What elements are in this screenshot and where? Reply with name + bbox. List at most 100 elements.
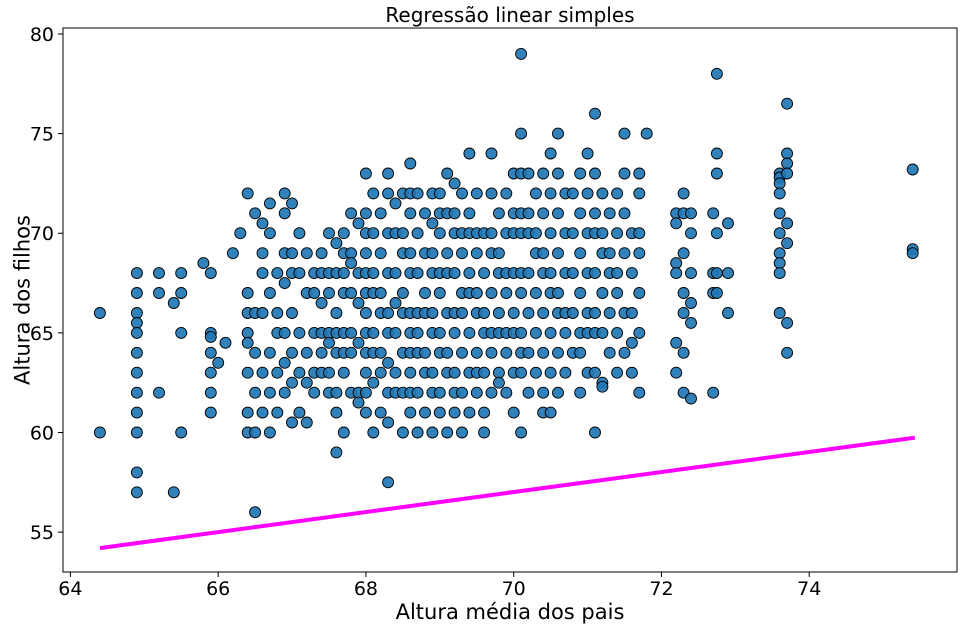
data-point [633, 187, 646, 200]
data-point [478, 307, 491, 319]
data-point [293, 406, 306, 419]
data-point [707, 386, 720, 399]
data-point [596, 287, 609, 299]
data-point [175, 326, 188, 339]
data-point [330, 307, 343, 319]
data-point [529, 326, 542, 339]
data-point [130, 287, 143, 299]
data-point [241, 187, 254, 200]
data-point [603, 207, 616, 220]
data-point [456, 187, 468, 200]
data-point [574, 287, 587, 299]
data-point [278, 277, 291, 290]
data-point [710, 147, 723, 160]
data-point [611, 326, 624, 339]
data-point [323, 336, 335, 349]
data-point [773, 187, 786, 200]
data-point [537, 386, 550, 399]
data-point [286, 247, 298, 260]
data-point [419, 346, 431, 359]
scatter-points [93, 47, 919, 519]
data-point [374, 366, 387, 379]
data-point [544, 147, 557, 160]
data-point [433, 326, 446, 339]
data-point [485, 187, 498, 200]
data-point [411, 267, 424, 280]
data-point [256, 217, 269, 230]
data-point [529, 287, 542, 299]
data-point [677, 346, 690, 359]
data-point [433, 406, 446, 419]
data-point [552, 247, 564, 260]
data-point [781, 167, 794, 180]
data-point [781, 316, 794, 329]
data-point [130, 386, 143, 399]
data-point [130, 316, 143, 329]
data-point [722, 217, 734, 230]
data-point [389, 297, 402, 309]
data-point [367, 326, 380, 339]
data-point [611, 267, 624, 280]
data-point [470, 247, 483, 260]
data-point [404, 366, 417, 379]
data-point [293, 366, 306, 379]
data-point [589, 207, 601, 220]
data-point [552, 127, 564, 140]
data-point [337, 426, 350, 439]
data-point [906, 247, 919, 260]
data-point [589, 107, 601, 120]
y-tick-label: 75 [30, 124, 54, 146]
data-point [330, 386, 343, 399]
data-point [419, 207, 431, 220]
data-point [492, 207, 505, 220]
data-point [404, 247, 417, 260]
data-point [722, 267, 734, 280]
data-point [596, 227, 609, 240]
data-point [130, 307, 143, 319]
data-point [574, 247, 587, 260]
y-tick-label: 70 [30, 223, 54, 245]
data-point [566, 187, 579, 200]
data-point [677, 307, 690, 319]
data-point [529, 187, 542, 200]
data-point [603, 346, 616, 359]
data-point [441, 346, 454, 359]
data-point [544, 227, 557, 240]
data-point [441, 247, 454, 260]
data-point [293, 326, 306, 339]
data-point [710, 267, 723, 280]
data-point [330, 237, 343, 250]
data-point [448, 326, 461, 339]
data-point [574, 386, 587, 399]
data-point [359, 247, 372, 260]
data-point [308, 386, 321, 399]
data-point [685, 227, 697, 240]
data-point [633, 386, 646, 399]
data-point [611, 187, 624, 200]
data-point [544, 366, 557, 379]
data-point [130, 426, 143, 439]
data-point [293, 267, 306, 280]
data-point [167, 486, 180, 499]
data-point [906, 163, 919, 176]
data-point [286, 376, 298, 389]
data-point [175, 426, 188, 439]
data-point [352, 217, 365, 230]
data-point [153, 287, 165, 299]
data-point [315, 247, 328, 260]
data-point [345, 207, 358, 220]
x-tick-label: 68 [354, 578, 378, 600]
data-point [589, 167, 601, 180]
data-point [670, 366, 683, 379]
data-point [382, 476, 395, 489]
data-point [286, 197, 298, 210]
data-point [382, 187, 395, 200]
data-point [522, 207, 535, 220]
data-point [300, 346, 313, 359]
data-point [544, 326, 557, 339]
data-point [300, 376, 313, 389]
data-point [781, 346, 794, 359]
data-point [249, 346, 262, 359]
data-point [241, 287, 254, 299]
data-point [710, 227, 723, 240]
